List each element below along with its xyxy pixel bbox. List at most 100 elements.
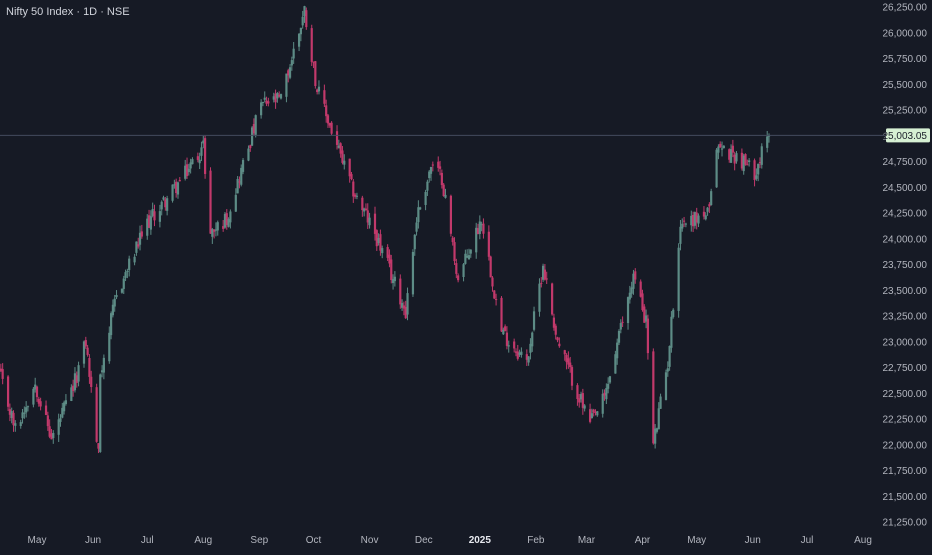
candle-body xyxy=(229,211,231,222)
candle-body xyxy=(399,279,401,305)
candle-down xyxy=(327,114,329,128)
price-axis[interactable]: 26,250.0026,000.0025,750.0025,500.0025,2… xyxy=(883,3,928,529)
candle-body xyxy=(453,242,455,261)
candle-body xyxy=(627,297,629,323)
candle-up xyxy=(25,401,27,417)
candle-body xyxy=(110,313,112,335)
candle-body xyxy=(591,413,593,418)
candle-down xyxy=(443,183,445,197)
candle-body xyxy=(314,61,316,86)
candle-body xyxy=(249,145,251,148)
symbol-name: Nifty 50 Index xyxy=(6,6,73,18)
candle-body xyxy=(672,310,674,317)
candle-body xyxy=(242,160,244,172)
candle-up xyxy=(659,394,661,409)
candle-up xyxy=(191,157,193,164)
candle-body xyxy=(305,10,307,27)
candle-body xyxy=(88,358,90,377)
candle-body xyxy=(368,218,370,226)
candle-body xyxy=(52,433,54,438)
candle-body xyxy=(464,254,466,264)
candle-body xyxy=(267,101,269,103)
candle-body xyxy=(2,369,4,379)
candle-body xyxy=(528,356,530,362)
candle-body xyxy=(103,358,105,373)
price-tick-label: 25,750.00 xyxy=(883,54,928,65)
candle-body xyxy=(159,211,161,222)
candle-body xyxy=(177,182,179,194)
candle-body xyxy=(470,250,472,254)
candle-up xyxy=(285,74,287,103)
candle-body xyxy=(235,195,237,212)
candle-up xyxy=(685,223,687,228)
candle-up xyxy=(710,189,712,206)
time-tick-label: Jun xyxy=(85,535,101,546)
candle-body xyxy=(150,216,152,229)
candle-body xyxy=(605,388,607,399)
candle-body xyxy=(658,408,660,429)
candle-body xyxy=(506,333,508,346)
candle-body xyxy=(318,87,320,92)
candle-down xyxy=(513,339,515,353)
candle-body xyxy=(721,148,723,149)
candles-layer xyxy=(0,6,770,453)
candle-body xyxy=(555,326,557,335)
candle-body xyxy=(352,182,354,197)
candle-body xyxy=(490,257,492,278)
candle-body xyxy=(551,284,553,315)
candle-up xyxy=(669,345,671,370)
price-tick-label: 22,250.00 xyxy=(883,415,928,426)
candle-body xyxy=(706,208,708,212)
candle-up xyxy=(99,374,101,453)
candle-body xyxy=(748,160,750,162)
time-tick-label: Aug xyxy=(854,535,872,546)
candle-body xyxy=(493,290,495,298)
candle-up xyxy=(609,376,611,384)
candle-up xyxy=(715,148,717,188)
candle-down xyxy=(457,273,459,282)
candle-body xyxy=(755,175,757,179)
candle-body xyxy=(128,259,130,270)
candle-down xyxy=(555,324,557,340)
candle-body xyxy=(217,222,219,230)
candle-body xyxy=(468,255,470,259)
price-tick-label: 26,250.00 xyxy=(883,3,928,14)
candle-body xyxy=(558,344,560,346)
candle-body xyxy=(667,368,669,371)
candle-body xyxy=(681,224,683,229)
candle-up xyxy=(115,290,117,299)
candle-down xyxy=(556,337,558,342)
candle-body xyxy=(293,49,295,59)
candle-down xyxy=(719,141,721,147)
candle-body xyxy=(356,196,358,197)
candle-body xyxy=(715,150,717,188)
candle-body xyxy=(289,67,291,77)
candle-body xyxy=(166,198,168,211)
candle-body xyxy=(162,197,164,199)
price-tick-label: 23,750.00 xyxy=(883,260,928,271)
candle-body xyxy=(457,275,459,280)
candle-body xyxy=(126,271,128,272)
candle-up xyxy=(627,297,629,330)
candle-up xyxy=(761,143,763,168)
time-tick-label: Aug xyxy=(194,535,212,546)
candle-down xyxy=(365,203,367,210)
candle-down xyxy=(488,225,490,260)
candle-body xyxy=(179,180,181,181)
candle-up xyxy=(103,354,105,379)
candle-body xyxy=(247,149,249,161)
candle-down xyxy=(753,159,755,187)
candle-up xyxy=(678,243,680,317)
exchange-label: NSE xyxy=(107,6,130,18)
candle-down xyxy=(582,389,584,415)
price-tick-label: 21,750.00 xyxy=(883,466,928,477)
candle-body xyxy=(191,159,193,164)
candle-up xyxy=(318,80,320,94)
candle-body xyxy=(500,298,502,332)
candle-body xyxy=(678,248,680,311)
candle-down xyxy=(7,375,9,411)
candle-up xyxy=(200,142,202,161)
